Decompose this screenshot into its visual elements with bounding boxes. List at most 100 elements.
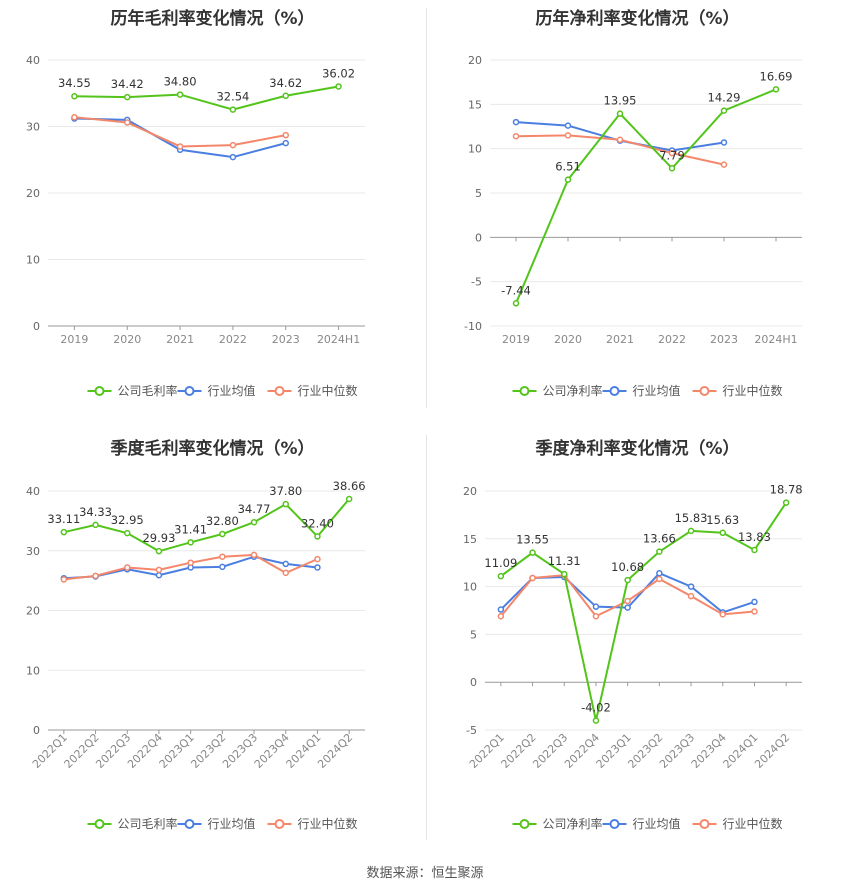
y-tick-label: 5: [470, 628, 477, 641]
data-point: [687, 592, 695, 600]
data-label: 13.95: [604, 94, 637, 108]
data-label: 34.62: [269, 76, 302, 90]
legend-label: 行业均值: [208, 816, 256, 831]
x-tick-label: 2020: [554, 333, 582, 346]
x-tick-label: 2021: [606, 333, 634, 346]
y-tick-label: -10: [464, 320, 482, 333]
data-label: 15.63: [706, 513, 739, 527]
legend-label: 行业中位数: [298, 816, 358, 831]
data-label: 11.09: [484, 556, 517, 570]
y-tick-label: 20: [26, 605, 40, 618]
data-point: [751, 598, 758, 606]
x-tick-label: 2024Q2: [752, 731, 792, 771]
y-tick-label: 10: [26, 664, 40, 677]
data-label: 34.55: [58, 76, 91, 90]
data-point: [624, 604, 631, 611]
y-tick-label: -5: [466, 724, 477, 737]
data-label: 37.80: [269, 484, 302, 498]
y-tick-label: 0: [470, 676, 477, 689]
data-point: [229, 141, 237, 149]
x-tick-label: 2021: [166, 333, 194, 346]
data-point: [124, 529, 131, 537]
data-point: [668, 165, 676, 172]
y-tick-label: 40: [26, 54, 40, 67]
data-label: 38.66: [333, 479, 366, 493]
data-point: [282, 560, 289, 568]
data-point: [751, 546, 758, 554]
data-label: 34.77: [238, 502, 271, 516]
y-tick-label: 30: [26, 545, 40, 558]
data-point: [497, 572, 505, 580]
y-tick-label: -5: [471, 276, 482, 289]
legend-label: 公司毛利率: [118, 383, 178, 398]
chart-title: 季度净利率变化情况（%）: [535, 439, 740, 459]
data-point: [772, 86, 780, 93]
chart-panel-annual-gross-margin: 历年毛利率变化情况（%） 0 10 20 30 40 2019 2020 2021 2022 20…: [0, 0, 425, 430]
legend-label: 行业均值: [208, 383, 256, 398]
data-point: [71, 92, 78, 100]
y-tick-label: 40: [26, 485, 40, 498]
data-point: [751, 608, 758, 615]
y-tick-label: 0: [475, 231, 482, 244]
legend-marker: [274, 386, 285, 396]
data-point: [564, 122, 572, 129]
data-label: 13.83: [738, 530, 771, 544]
legend-label: 公司毛利率: [118, 816, 178, 831]
data-label: 34.42: [111, 77, 144, 91]
data-point: [719, 611, 726, 618]
data-label: 34.80: [164, 75, 197, 89]
legend-marker: [94, 386, 105, 396]
panel-divider-top: [426, 8, 427, 408]
legend-marker: [184, 819, 195, 829]
y-tick-label: 0: [33, 320, 40, 333]
data-point: [124, 564, 131, 571]
data-label: 11.31: [548, 554, 581, 568]
data-label: 33.11: [47, 512, 80, 526]
x-tick-label: 2023: [710, 333, 738, 346]
data-point: [656, 548, 663, 555]
data-label: 29.93: [142, 531, 175, 545]
data-point: [124, 93, 131, 101]
chart-panel-quarterly-net-margin: 季度净利率变化情况（%） -5 0 5 10 15 20 2022Q1 2022Q2 2022Q…: [425, 430, 850, 870]
x-tick-label: 2019: [60, 333, 88, 346]
y-tick-label: 10: [26, 254, 40, 267]
data-point: [668, 149, 676, 157]
data-label: 6.51: [555, 160, 581, 174]
data-point: [155, 547, 163, 555]
data-point: [592, 717, 600, 724]
x-tick-label: 2019: [502, 333, 530, 346]
data-point: [155, 566, 163, 574]
data-label: -4.02: [581, 701, 611, 715]
data-point: [624, 597, 631, 605]
series-line: [515, 88, 777, 304]
data-point: [155, 571, 163, 579]
data-point: [497, 612, 505, 620]
data-label: 13.55: [516, 533, 549, 547]
data-point: [282, 92, 289, 100]
data-point: [314, 555, 321, 563]
data-point: [219, 563, 226, 571]
y-tick-label: 10: [468, 143, 482, 156]
data-point: [564, 176, 572, 183]
chart-title: 季度毛利率变化情况（%）: [110, 439, 315, 459]
y-tick-label: 20: [26, 187, 40, 200]
legend-label: 行业中位数: [723, 383, 783, 398]
data-point: [219, 553, 226, 560]
data-label: 32.54: [216, 90, 249, 104]
data-label: 31.41: [174, 522, 207, 536]
data-point: [92, 572, 99, 580]
y-tick-label: 5: [475, 187, 482, 200]
legend-marker: [699, 819, 710, 829]
data-point: [71, 113, 78, 121]
data-point: [282, 500, 289, 508]
series-line: [74, 85, 339, 111]
chart-svg: -10 -5 0 5 10 15 20 2019 2020 2021 2022 2023 2024H1 -…: [464, 54, 802, 398]
data-point: [564, 132, 572, 139]
series-line: [63, 498, 350, 553]
data-point: [250, 551, 258, 559]
legend-label: 行业均值: [633, 383, 681, 398]
y-tick-label: 30: [26, 121, 40, 134]
chart-svg: 0102030402022Q12022Q22022Q32022Q42023Q12…: [26, 479, 366, 831]
data-label: 13.66: [643, 532, 676, 546]
data-point: [656, 569, 663, 577]
